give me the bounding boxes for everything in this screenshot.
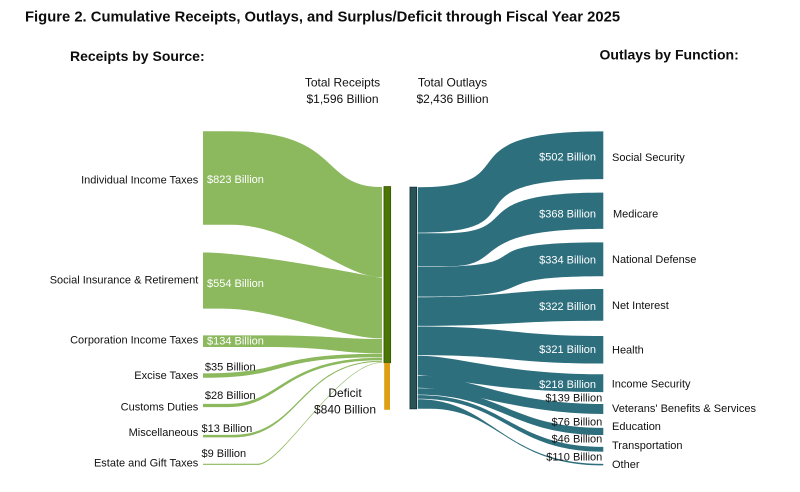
svg-text:Outlays by Function:: Outlays by Function: xyxy=(600,47,739,63)
svg-text:$334 Billion: $334 Billion xyxy=(539,255,596,267)
svg-text:Social Insurance & Retirement: Social Insurance & Retirement xyxy=(50,275,199,287)
svg-text:National Defense: National Defense xyxy=(612,254,696,266)
svg-text:Deficit: Deficit xyxy=(328,386,362,400)
svg-text:Net Interest: Net Interest xyxy=(612,300,669,312)
svg-text:$110 Billion: $110 Billion xyxy=(546,451,602,463)
svg-text:$321 Billion: $321 Billion xyxy=(539,344,596,356)
svg-text:Miscellaneous: Miscellaneous xyxy=(129,427,199,439)
svg-text:$840 Billion: $840 Billion xyxy=(314,403,376,417)
svg-text:$76 Billion: $76 Billion xyxy=(552,417,603,429)
svg-text:$13 Billion: $13 Billion xyxy=(202,423,253,435)
svg-text:Income Security: Income Security xyxy=(612,379,691,391)
svg-text:Total Outlays: Total Outlays xyxy=(418,76,487,90)
svg-text:$2,436 Billion: $2,436 Billion xyxy=(416,92,488,106)
svg-text:Transportation: Transportation xyxy=(612,440,683,452)
svg-text:$28 Billion: $28 Billion xyxy=(205,390,256,402)
svg-text:$9 Billion: $9 Billion xyxy=(202,448,247,460)
svg-text:Total Receipts: Total Receipts xyxy=(305,76,380,90)
svg-text:Estate and Gift Taxes: Estate and Gift Taxes xyxy=(94,457,199,469)
svg-text:Receipts by Source:: Receipts by Source: xyxy=(70,48,205,64)
svg-text:Corporation Income Taxes: Corporation Income Taxes xyxy=(70,335,199,347)
svg-text:$823 Billion: $823 Billion xyxy=(207,174,264,186)
svg-text:Education: Education xyxy=(612,421,661,433)
svg-text:$322 Billion: $322 Billion xyxy=(539,301,596,313)
svg-text:Veterans' Benefits & Services: Veterans' Benefits & Services xyxy=(612,403,756,415)
svg-text:$139 Billion: $139 Billion xyxy=(545,393,602,405)
svg-text:$368 Billion: $368 Billion xyxy=(539,208,596,220)
svg-text:Health: Health xyxy=(612,344,644,356)
svg-text:Customs Duties: Customs Duties xyxy=(121,401,199,413)
svg-text:$46 Billion: $46 Billion xyxy=(552,434,603,446)
svg-text:Individual Income Taxes: Individual Income Taxes xyxy=(81,175,199,187)
svg-text:$218 Billion: $218 Billion xyxy=(539,379,596,391)
svg-text:Social Security: Social Security xyxy=(612,152,685,164)
svg-text:$1,596 Billion: $1,596 Billion xyxy=(306,92,378,106)
svg-text:Figure 2. Cumulative Receipts,: Figure 2. Cumulative Receipts, Outlays, … xyxy=(25,10,620,26)
svg-text:$35 Billion: $35 Billion xyxy=(205,361,256,373)
svg-text:$134 Billion: $134 Billion xyxy=(207,336,264,348)
svg-text:Excise Taxes: Excise Taxes xyxy=(134,370,198,382)
svg-text:Medicare: Medicare xyxy=(613,208,658,220)
svg-text:$554 Billion: $554 Billion xyxy=(207,278,264,290)
svg-text:Other: Other xyxy=(612,459,640,471)
svg-text:$502 Billion: $502 Billion xyxy=(539,151,596,163)
